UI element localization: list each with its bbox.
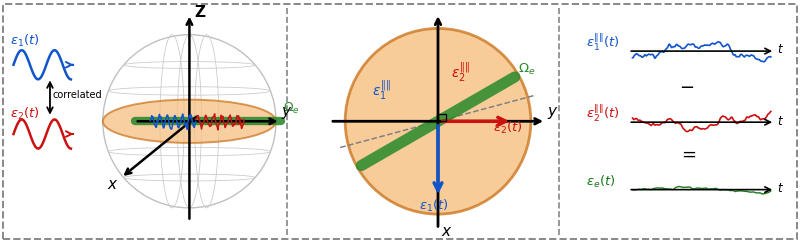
Text: x: x <box>107 177 116 192</box>
Ellipse shape <box>345 28 531 214</box>
Ellipse shape <box>103 100 276 143</box>
Text: $\Omega_e$: $\Omega_e$ <box>283 101 300 116</box>
Text: $\varepsilon_1^{\|\|}$: $\varepsilon_1^{\|\|}$ <box>372 78 391 102</box>
Text: $\varepsilon_2^{\|\|}$: $\varepsilon_2^{\|\|}$ <box>450 60 470 84</box>
Text: $t$: $t$ <box>777 182 784 195</box>
Text: $-$: $-$ <box>679 77 694 95</box>
Text: $\varepsilon_2(t)$: $\varepsilon_2(t)$ <box>493 120 522 136</box>
Text: $\varepsilon_1(t)$: $\varepsilon_1(t)$ <box>419 198 450 214</box>
Text: $\varepsilon_1(t)$: $\varepsilon_1(t)$ <box>10 33 40 49</box>
Text: $\varepsilon_e(t)$: $\varepsilon_e(t)$ <box>586 174 616 190</box>
Text: $\varepsilon_2(t)$: $\varepsilon_2(t)$ <box>10 106 40 122</box>
Text: Z: Z <box>194 5 205 20</box>
Text: y: y <box>548 104 557 119</box>
Text: $=$: $=$ <box>678 145 696 163</box>
Text: $\varepsilon_1^{\|\|}(t)$: $\varepsilon_1^{\|\|}(t)$ <box>586 32 620 53</box>
Text: $t$: $t$ <box>777 43 784 56</box>
Text: $\Omega_e$: $\Omega_e$ <box>518 62 535 77</box>
Text: x: x <box>442 224 450 239</box>
Text: y: y <box>282 104 290 119</box>
Text: correlated: correlated <box>53 90 102 99</box>
Text: $t$: $t$ <box>777 115 784 128</box>
Text: $\varepsilon_2^{\|\|}(t)$: $\varepsilon_2^{\|\|}(t)$ <box>586 103 620 124</box>
